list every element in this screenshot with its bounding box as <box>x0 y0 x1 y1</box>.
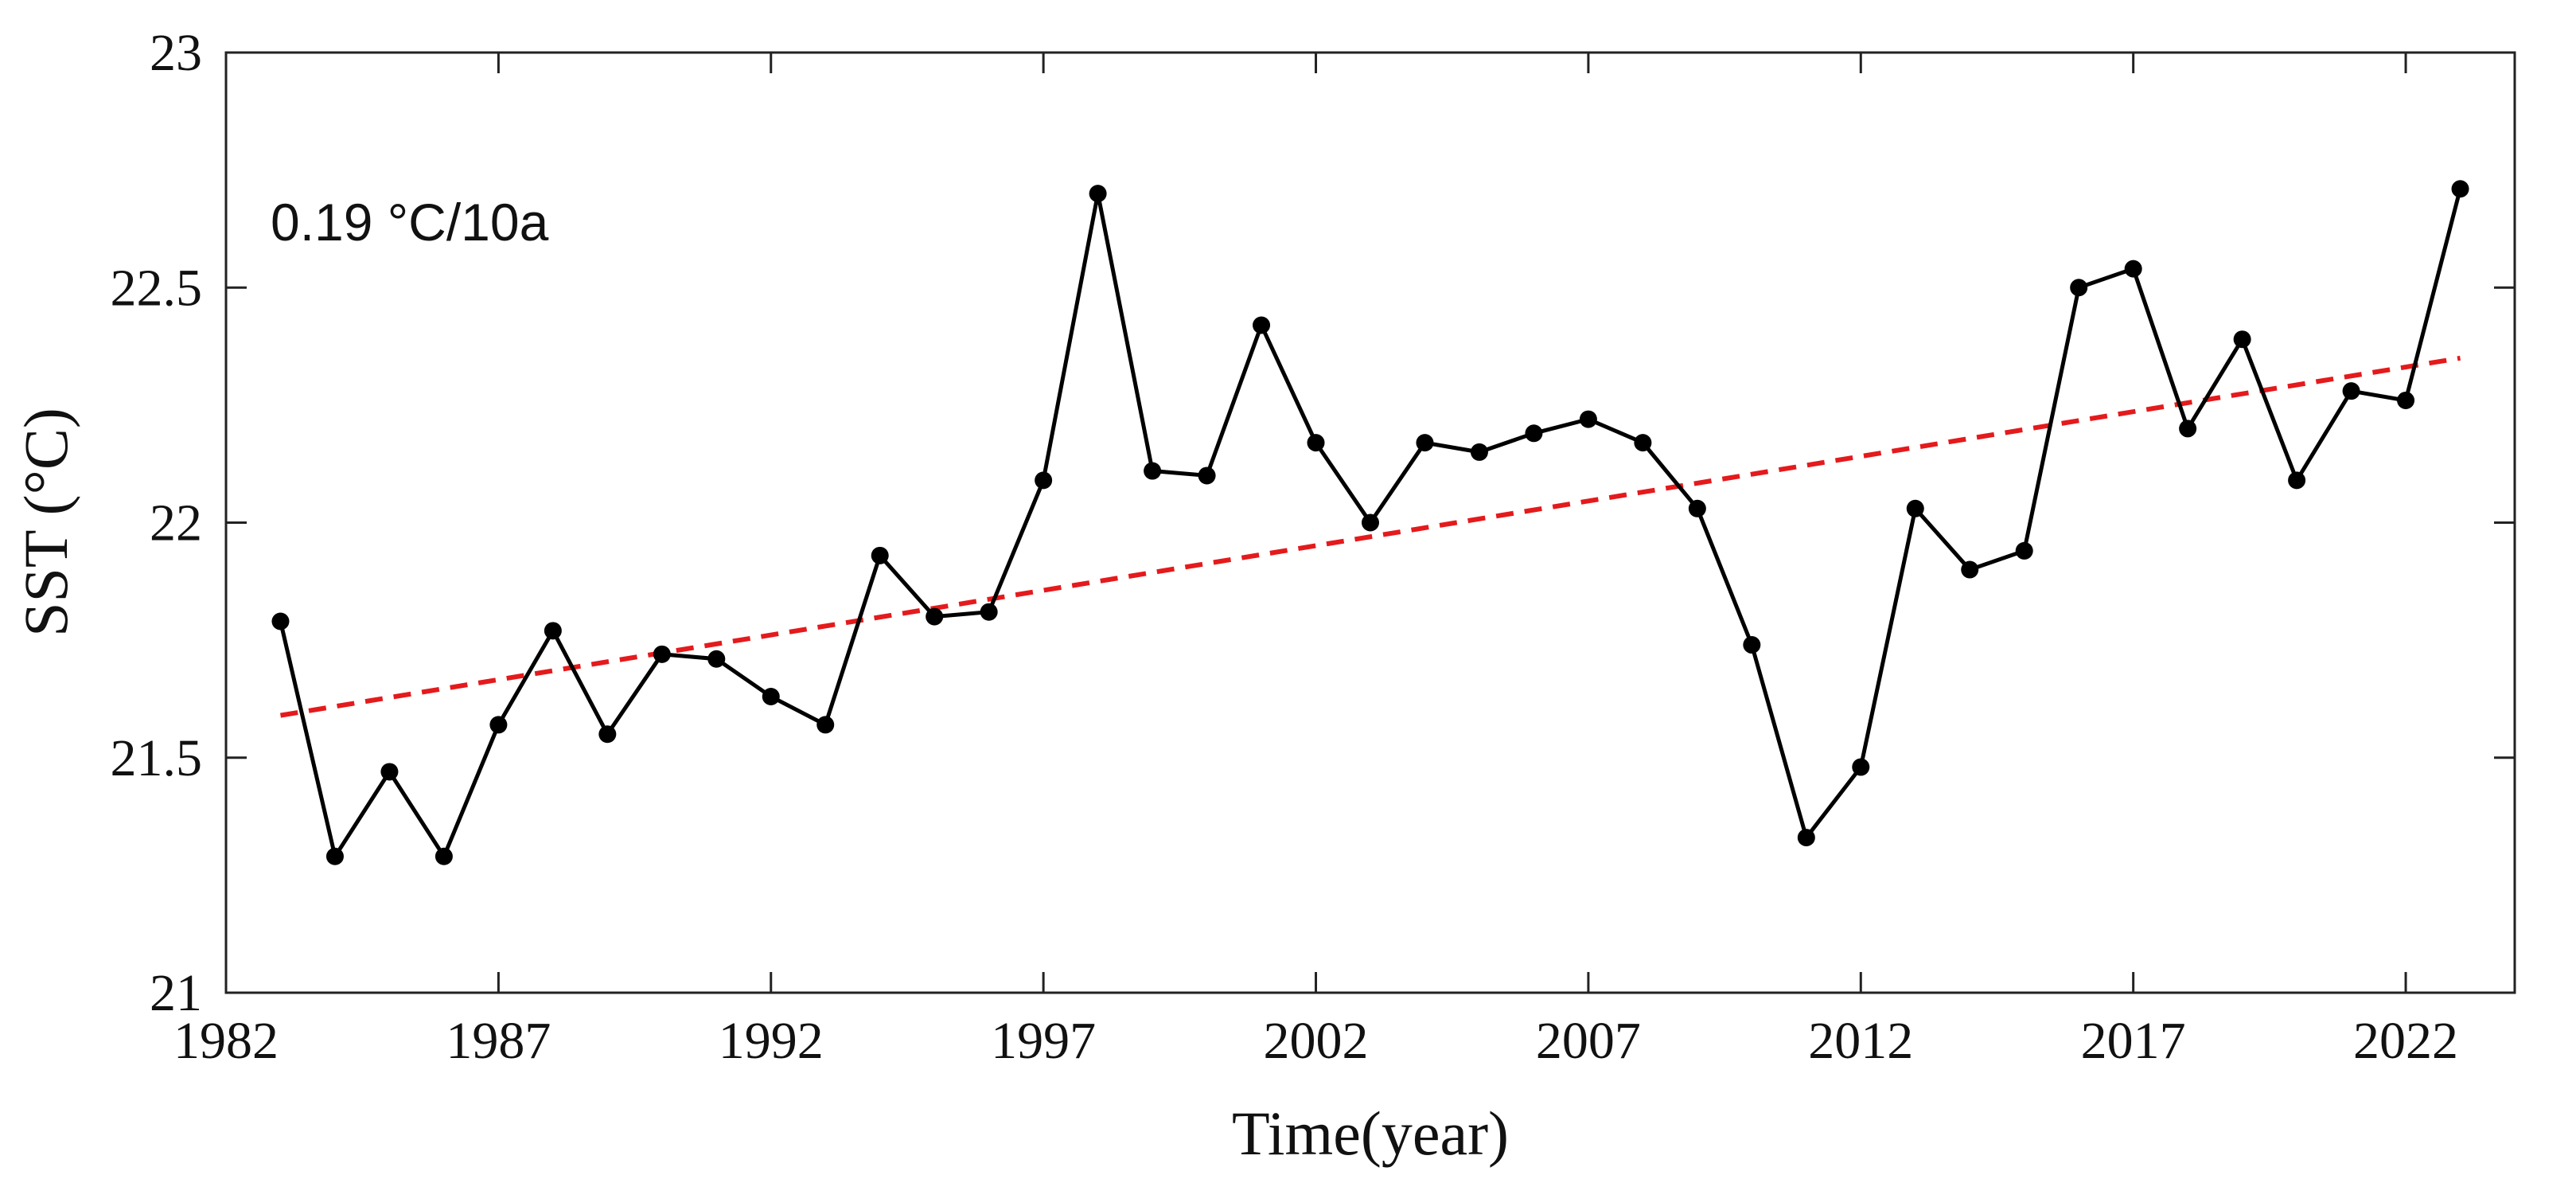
data-point <box>1416 434 1434 452</box>
y-tick-label: 22.5 <box>111 259 203 317</box>
x-tick-label: 1997 <box>991 1012 1096 1070</box>
y-tick-label: 22 <box>150 494 202 552</box>
data-point <box>325 847 344 865</box>
data-point <box>1634 434 1652 452</box>
data-point <box>980 603 998 621</box>
data-point <box>926 607 944 626</box>
data-point <box>435 847 453 865</box>
axis-ticks <box>224 51 2515 994</box>
trend-annotation: 0.19 °C/10a <box>271 193 549 252</box>
data-point <box>1144 462 1162 480</box>
data-point <box>489 716 508 734</box>
data-point <box>271 612 290 630</box>
data-point <box>2070 279 2088 297</box>
data-point <box>1253 316 1271 334</box>
sst-data-markers <box>271 180 2469 865</box>
data-point <box>1852 758 1870 776</box>
data-point <box>1906 499 1924 517</box>
data-point <box>1198 467 1216 485</box>
data-point <box>1688 499 1706 517</box>
y-tick-label: 21 <box>150 964 202 1022</box>
data-point <box>1579 410 1597 428</box>
data-point <box>1525 424 1543 443</box>
data-point <box>762 687 780 705</box>
data-point <box>653 645 671 663</box>
y-tick-label: 21.5 <box>111 729 203 787</box>
data-point <box>1743 636 1761 654</box>
data-point <box>544 622 562 640</box>
x-tick-label: 1982 <box>173 1012 279 1070</box>
x-tick-label: 2022 <box>2353 1012 2458 1070</box>
data-point <box>2451 180 2469 198</box>
data-point <box>598 725 617 744</box>
data-point <box>816 716 835 734</box>
data-point <box>2342 382 2360 400</box>
data-point <box>707 650 726 668</box>
x-tick-label: 2017 <box>2081 1012 2186 1070</box>
data-point <box>1089 185 1107 203</box>
y-axis-title: SST (°C) <box>11 408 80 637</box>
data-point <box>1307 434 1325 452</box>
x-tick-label: 1992 <box>719 1012 824 1070</box>
data-point <box>2288 471 2306 490</box>
x-axis-title: Time(year) <box>1232 1099 1509 1168</box>
x-tick-label: 2002 <box>1264 1012 1369 1070</box>
data-point <box>1470 443 1488 461</box>
data-point <box>871 546 889 564</box>
data-point <box>1362 513 1379 532</box>
data-point <box>2179 420 2197 438</box>
data-point <box>2397 391 2415 409</box>
y-tick-label: 23 <box>150 24 202 82</box>
data-point <box>1797 829 1815 847</box>
tick-labels: 1982 1987 1992 1997 2002 2007 2012 2017 2022 21 21… <box>111 24 2459 1070</box>
x-tick-label: 2012 <box>1808 1012 1913 1070</box>
x-tick-label: 2007 <box>1536 1012 1641 1070</box>
data-point <box>380 763 399 781</box>
data-point <box>2124 260 2142 278</box>
data-point <box>2015 541 2033 560</box>
data-point <box>1035 471 1053 490</box>
x-tick-label: 1987 <box>446 1012 551 1070</box>
data-point <box>1961 560 1979 579</box>
trend-line <box>279 355 2461 718</box>
data-point <box>2233 330 2251 349</box>
